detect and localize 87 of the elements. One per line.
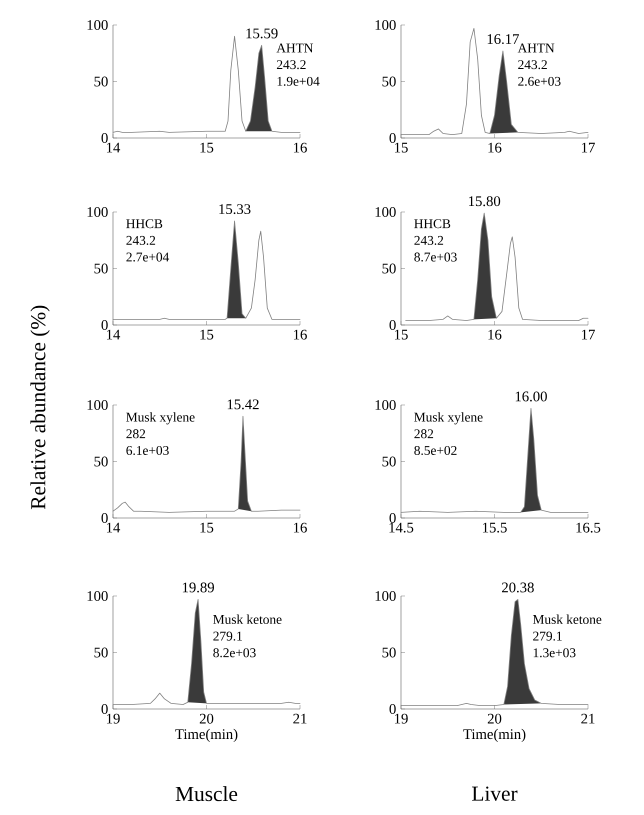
annotation: HHCB	[414, 219, 450, 228]
annotation: 282	[126, 429, 146, 438]
annotation: 6.1e+03	[126, 446, 169, 456]
annotation: 8.5e+02	[414, 446, 457, 456]
annotation: 279.1	[213, 632, 242, 641]
x-tick-label: 19	[394, 714, 408, 724]
y-tick-label: 0	[390, 133, 396, 143]
y-tick-label: 0	[102, 133, 108, 143]
y-tick-label: 50	[94, 648, 108, 658]
y-tick-label: 0	[390, 320, 396, 330]
x-tick-label: 14	[106, 522, 120, 532]
x-tick-label: 14	[106, 330, 120, 340]
annotation: 282	[414, 429, 434, 438]
x-tick-label: 19	[106, 714, 120, 724]
annotation: 1.9e+04	[278, 76, 320, 86]
annotation: 19.89	[182, 582, 214, 592]
annotation: 20.38	[502, 582, 534, 592]
x-tick-label: 15	[200, 142, 214, 153]
annotation: Musk ketone	[532, 614, 602, 624]
line-series	[405, 212, 588, 321]
x-tick-label: 14.5	[389, 522, 414, 533]
annotation: 15.59	[246, 28, 278, 38]
x-tick-label: 14	[106, 142, 120, 152]
annotation: Musk xylene	[414, 412, 483, 424]
annotation: 15.80	[469, 196, 500, 206]
annotation: 2.7e+04	[126, 252, 170, 262]
y-tick-label: 0	[390, 513, 396, 523]
text: Liver	[472, 786, 518, 801]
line-series	[400, 28, 588, 136]
x-tick-label: 16.5	[576, 522, 600, 533]
y-tick-label: 50	[94, 264, 108, 274]
x-tick-label: 21	[293, 714, 306, 724]
annotation: 243.2	[276, 60, 306, 70]
annotation: 15.33	[219, 204, 250, 214]
x-tick-label: 17	[582, 330, 595, 340]
y-tick-label: 50	[382, 456, 396, 466]
y-tick-label: 100	[88, 400, 108, 410]
y-tick-label: 100	[376, 591, 396, 601]
annotation: 15.42	[228, 399, 259, 410]
annotation: AHTN	[518, 44, 554, 52]
x-tick-label: 16	[294, 522, 307, 533]
y-tick-label: 50	[94, 76, 108, 86]
y-tick-label: 0	[102, 513, 108, 523]
annotation: 16.00	[516, 392, 547, 402]
annotation: Musk ketone	[213, 614, 282, 624]
x-tick-label: 16	[488, 330, 502, 340]
text: Muscle	[176, 786, 238, 802]
x-tick-label: 15.5	[482, 522, 507, 533]
y-tick-label: 100	[376, 20, 396, 30]
annotation: 1.3e+03	[534, 648, 576, 658]
x-tick-label: 20	[488, 714, 502, 724]
x-axis-title: Time(min)	[175, 728, 238, 742]
y-tick-label: 50	[382, 648, 396, 658]
x-tick-label: 15	[200, 330, 214, 340]
y-tick-label: 100	[88, 20, 108, 30]
annotation: AHTN	[276, 44, 314, 52]
annotation: 16.17	[488, 34, 519, 44]
y-tick-label: 0	[102, 320, 108, 330]
x-tick-label: 16	[488, 142, 502, 153]
x-tick-label: 16	[294, 142, 307, 153]
annotation: 243.2	[126, 236, 156, 245]
annotation: 279.1	[533, 632, 562, 641]
y-tick-label: 100	[376, 400, 396, 410]
y-tick-label: 100	[88, 207, 108, 217]
x-tick-label: 15	[394, 142, 408, 153]
y-tick-label: 100	[88, 591, 108, 601]
y-tick-label: 50	[382, 264, 396, 274]
annotation: 8.7e+03	[414, 252, 457, 262]
annotation: Musk xylene	[126, 412, 195, 424]
x-tick-label: 17	[582, 142, 595, 152]
x-tick-label: 15	[200, 522, 214, 533]
annotation: 243.2	[518, 60, 547, 70]
y-tick-label: 0	[390, 704, 396, 714]
x-tick-label: 20	[200, 714, 214, 724]
y-tick-label: 50	[382, 76, 396, 86]
y-tick-label: 100	[376, 207, 396, 217]
x-tick-label: 21	[581, 714, 594, 724]
annotation: 8.2e+03	[213, 648, 256, 658]
annotation: HHCB	[126, 219, 162, 228]
x-tick-label: 16	[294, 330, 307, 340]
y-axis-title: Relative abundance (%)	[30, 306, 50, 510]
y-tick-label: 50	[94, 456, 108, 466]
y-tick-label: 0	[102, 704, 108, 714]
x-tick-label: 15	[394, 330, 408, 340]
annotation: 243.2	[414, 236, 444, 245]
x-axis-title: Time(min)	[463, 728, 526, 742]
annotation: 2.6e+03	[518, 76, 561, 86]
